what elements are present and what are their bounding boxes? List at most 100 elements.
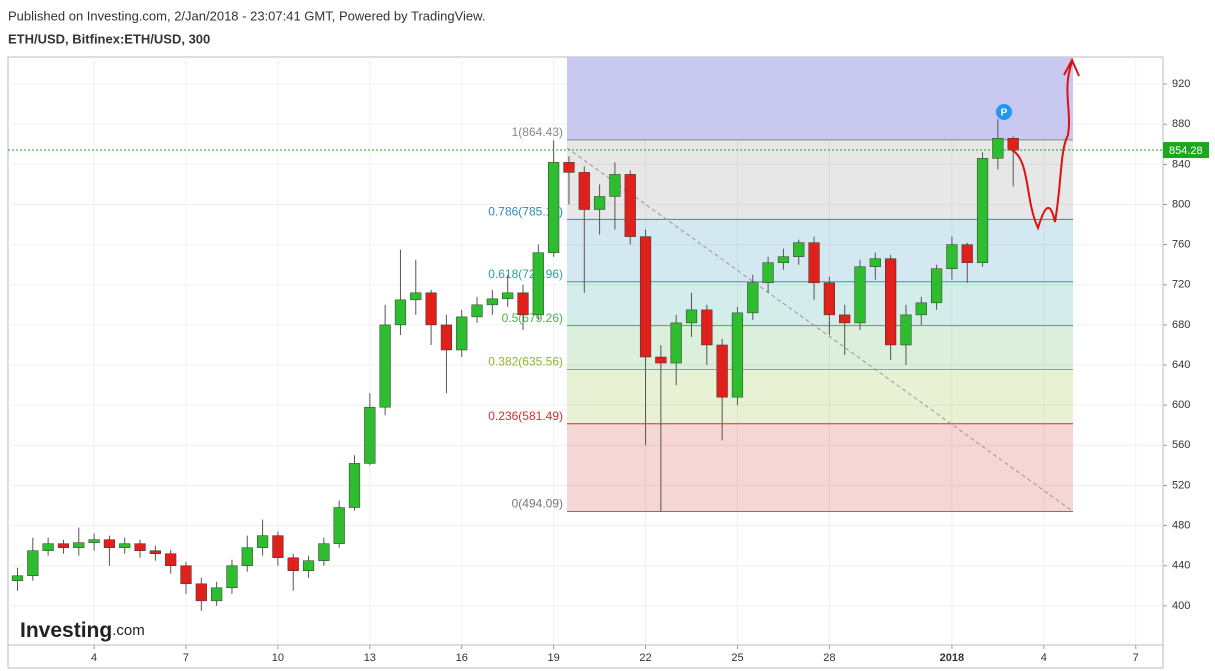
fib-zone — [567, 57, 1073, 140]
candle-body — [103, 539, 116, 548]
y-tick-label: 400 — [1172, 600, 1190, 612]
fib-trend — [566, 147, 1074, 512]
x-axis-strip — [7, 644, 1164, 669]
y-tick-label: 720 — [1172, 279, 1190, 291]
candle-body — [808, 242, 820, 284]
y-tick-label: 440 — [1172, 560, 1190, 572]
candle-body — [900, 314, 912, 346]
candle-body — [425, 292, 437, 326]
fib-zone — [567, 325, 1073, 370]
x-tick-label: 22 — [639, 652, 651, 664]
candle-body — [119, 543, 131, 548]
y-tick-label: 680 — [1172, 319, 1190, 331]
fib-label: 1(864.43) — [512, 125, 563, 139]
logo: Investing.com — [20, 619, 145, 642]
candle-body — [609, 174, 621, 197]
x-tick-label: 7 — [183, 652, 189, 664]
candle-body — [655, 356, 667, 364]
candle-body — [930, 268, 943, 304]
y-tick-label: 760 — [1172, 239, 1190, 251]
candle-body — [731, 312, 744, 398]
current-price-label: 854.28 — [1169, 145, 1203, 157]
candle-body — [226, 565, 238, 589]
candle-body — [563, 162, 575, 173]
candle-body — [593, 196, 606, 210]
candle-body — [946, 244, 958, 269]
fib-zone — [567, 423, 1073, 512]
fib-zone — [567, 139, 1073, 220]
candle-body — [548, 162, 560, 253]
candle-body — [854, 266, 866, 324]
candle-body — [639, 236, 652, 358]
y-tick-label: 840 — [1172, 158, 1190, 170]
x-tick-label: 28 — [823, 652, 835, 664]
candle-body — [57, 543, 70, 548]
candle-body — [992, 138, 1004, 159]
fib-zone — [567, 281, 1073, 326]
y-tick-label: 800 — [1172, 198, 1190, 210]
candle-body — [256, 535, 269, 548]
candle-body — [578, 172, 590, 210]
candle-body — [440, 324, 453, 351]
x-tick-label: 25 — [731, 652, 743, 664]
fib-zone — [567, 369, 1073, 424]
candle-body — [869, 258, 881, 267]
candle-body — [211, 587, 223, 602]
published-note: Published on Investing.com, 2/Jan/2018 -… — [8, 8, 485, 23]
candle-body — [915, 302, 927, 316]
p-icon-text: P — [1001, 108, 1008, 119]
x-tick-label: 10 — [272, 652, 284, 664]
candle-body — [287, 557, 299, 571]
candle-body — [839, 314, 851, 324]
candle-body — [394, 299, 407, 326]
fib-label: 0(494.09) — [512, 497, 563, 511]
candle-body — [532, 252, 544, 316]
x-tick-label: 4 — [91, 652, 97, 664]
hand-drawn-arrow — [1011, 57, 1080, 231]
candle-body — [348, 463, 361, 508]
x-tick-label: 19 — [548, 652, 560, 664]
candle-body — [624, 174, 636, 237]
candle-body — [379, 324, 391, 408]
x-tick-label: 16 — [456, 652, 468, 664]
symbol: ETH/USD, Bitfinex:ETH/USD, 300 — [8, 31, 210, 46]
candle-body — [195, 583, 207, 602]
x-tick-label: 4 — [1041, 652, 1047, 664]
candle-body — [88, 539, 100, 543]
candle-body — [685, 309, 698, 324]
candle-body — [302, 560, 315, 571]
x-tick-label: 2018 — [940, 652, 964, 664]
y-tick-label: 480 — [1172, 520, 1190, 532]
candle-body — [885, 258, 897, 346]
y-tick-label: 640 — [1172, 359, 1190, 371]
fib-label: 0.618(722.96) — [488, 267, 563, 281]
candle-body — [241, 547, 253, 566]
fib-label: 0.236(581.49) — [488, 409, 563, 423]
candle-body — [670, 322, 682, 364]
candle-body — [364, 406, 376, 464]
candle-body — [793, 242, 805, 257]
candle-body — [486, 298, 498, 306]
candle-body — [1007, 138, 1019, 151]
candle-body — [823, 282, 835, 316]
candle-body — [165, 553, 177, 566]
candle-body — [318, 543, 330, 561]
candle-body — [747, 282, 759, 314]
candle-body — [410, 292, 422, 301]
candle-body — [42, 543, 54, 551]
y-tick-label: 520 — [1172, 479, 1190, 491]
candle-body — [27, 550, 39, 577]
candle-body — [456, 316, 468, 351]
x-tick-label: 13 — [364, 652, 376, 664]
y-tick-label: 560 — [1172, 439, 1190, 451]
candle-body — [11, 575, 24, 582]
y-tick-label: 920 — [1172, 78, 1190, 90]
fib-label: 0.786(785.18) — [488, 205, 563, 219]
candle-body — [272, 535, 284, 558]
candle-body — [180, 565, 192, 585]
y-tick-label: 880 — [1172, 118, 1190, 130]
candle-body — [777, 256, 790, 263]
candle-body — [73, 542, 85, 548]
fib-label: 0.382(635.56) — [488, 355, 563, 369]
